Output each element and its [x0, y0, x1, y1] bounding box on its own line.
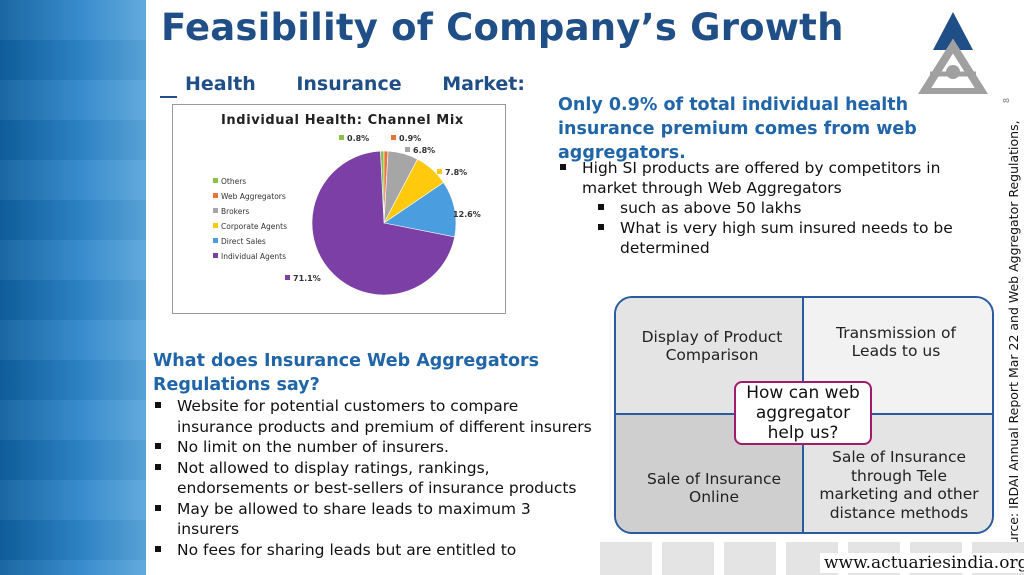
- footer-url: www.actuariesindia.org: [820, 553, 1024, 573]
- value-label-marker: [285, 275, 290, 280]
- subheading-current-market: Health Insurance Market: Current: [160, 72, 532, 98]
- legend-entry: Web Aggregators: [221, 192, 286, 201]
- source-note: Source: IRDAI Annual Report Mar 22 and W…: [1006, 120, 1021, 560]
- pie-slice-direct-sales: [383, 182, 457, 238]
- highlight-statement: Only 0.9% of total individual health ins…: [558, 95, 917, 163]
- regulations-list: Website for potential customers to compa…: [153, 396, 593, 560]
- bullet-item: High SI products are offered by competit…: [556, 158, 976, 198]
- list-item: Not allowed to display ratings, rankings…: [153, 458, 593, 499]
- value-label-marker: [391, 135, 396, 140]
- competitor-bullets: High SI products are offered by competit…: [556, 158, 976, 258]
- value-label: 7.8%: [445, 168, 467, 177]
- actuaries-logo-icon: [918, 12, 988, 94]
- legend-entry: Individual Agents: [221, 252, 286, 261]
- value-label: 71.1%: [293, 274, 321, 283]
- sub-bullet-item: such as above 50 lakhs: [556, 198, 976, 218]
- legend-swatch: [213, 193, 218, 198]
- legend-swatch: [213, 253, 218, 258]
- legend-entry: Corporate Agents: [221, 222, 287, 231]
- pie-slice-individual-agents: [311, 150, 455, 296]
- checkbox-bullet-icon: [160, 96, 177, 98]
- legend-entry: Direct Sales: [221, 237, 266, 246]
- value-label-marker: [405, 147, 410, 152]
- chart-title: Individual Health: Channel Mix: [221, 113, 464, 128]
- legend-entry: Brokers: [221, 207, 249, 216]
- slide-title: Feasibility of Company’s Growth: [161, 6, 844, 49]
- left-decorative-band: [0, 0, 146, 575]
- value-label: 0.8%: [347, 134, 369, 143]
- legend-entry: Others: [221, 177, 246, 186]
- list-item: Website for potential customers to compa…: [153, 396, 593, 437]
- value-label-marker: [437, 169, 442, 174]
- sub-bullet-item: What is very high sum insured needs to b…: [556, 218, 976, 258]
- quadrant-sale-telemarketing: Sale of Insurance through Tele marketing…: [819, 448, 979, 522]
- quadrant-product-comparison: Display of Product Comparison: [641, 327, 783, 365]
- quadrant-lead-transmission: Transmission of Leads to us: [836, 323, 956, 361]
- value-label: 0.9%: [399, 134, 421, 143]
- list-item: May be allowed to share leads to maximum…: [153, 499, 593, 540]
- value-label-marker: [339, 135, 344, 140]
- list-item: No limit on the number of insurers.: [153, 437, 593, 458]
- pie-chart: 0.8% 0.9% 6.8% 7.8% 12.6% 71.1% Others Web Aggr…: [213, 134, 481, 296]
- regulations-heading: What does Insurance Web Aggregators Regu…: [153, 351, 540, 395]
- value-label: 6.8%: [413, 146, 435, 155]
- diagram-center-question: How can web aggregator help us?: [734, 381, 872, 445]
- value-label: 12.6%: [453, 210, 481, 219]
- quadrant-sale-online: Sale of Insurance Online: [646, 469, 782, 507]
- legend-swatch: [213, 178, 218, 183]
- list-item: No fees for sharing leads but are entitl…: [153, 540, 593, 561]
- value-label-marker: [445, 211, 450, 216]
- channel-mix-chart: Individual Health: Channel Mix 0.8% 0.9% 6…: [172, 104, 506, 314]
- edge-mark: 8: [1002, 97, 1012, 104]
- legend-swatch: [213, 208, 218, 213]
- legend-swatch: [213, 223, 218, 228]
- legend-swatch: [213, 238, 218, 243]
